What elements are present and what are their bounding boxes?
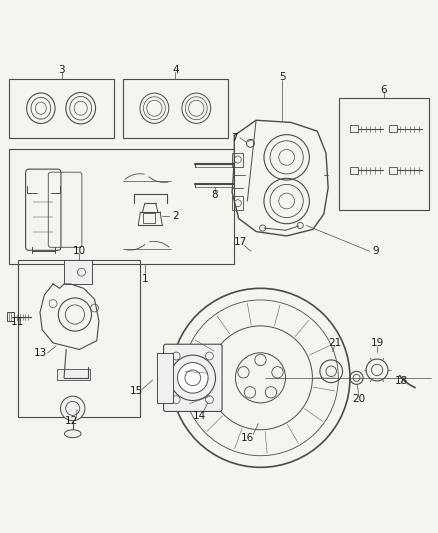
Bar <box>10 79 114 138</box>
Bar <box>389 125 397 133</box>
Text: 10: 10 <box>73 246 86 256</box>
Text: 4: 4 <box>172 65 179 75</box>
Text: 12: 12 <box>65 416 78 426</box>
Circle shape <box>177 362 208 393</box>
Text: 8: 8 <box>211 190 218 200</box>
Text: 16: 16 <box>241 433 254 442</box>
Text: 17: 17 <box>233 238 247 247</box>
Bar <box>350 167 358 174</box>
Text: 14: 14 <box>193 411 206 421</box>
Text: 20: 20 <box>352 394 365 404</box>
Text: 19: 19 <box>371 338 384 348</box>
FancyBboxPatch shape <box>157 352 173 403</box>
Bar <box>10 149 234 264</box>
Text: 6: 6 <box>381 85 387 95</box>
Text: 13: 13 <box>34 348 47 358</box>
FancyBboxPatch shape <box>163 344 222 411</box>
Circle shape <box>60 396 85 421</box>
Text: 3: 3 <box>59 65 65 75</box>
Text: 5: 5 <box>279 71 286 82</box>
Bar <box>7 312 14 321</box>
Circle shape <box>170 355 215 400</box>
Bar <box>123 79 228 138</box>
Ellipse shape <box>64 430 81 438</box>
Bar <box>57 369 90 380</box>
Text: 15: 15 <box>130 386 144 396</box>
Bar <box>232 196 243 210</box>
Bar <box>389 167 397 174</box>
Text: 7: 7 <box>231 133 237 143</box>
Bar <box>143 213 155 223</box>
Bar <box>350 125 358 133</box>
Text: 1: 1 <box>141 274 148 284</box>
Text: 2: 2 <box>172 211 179 221</box>
Text: 18: 18 <box>395 376 408 386</box>
Text: 11: 11 <box>11 317 24 327</box>
Bar <box>339 99 428 210</box>
Bar <box>232 152 243 166</box>
Text: 21: 21 <box>328 338 341 348</box>
Text: 9: 9 <box>373 246 379 256</box>
Bar <box>18 260 141 417</box>
Bar <box>64 260 92 284</box>
